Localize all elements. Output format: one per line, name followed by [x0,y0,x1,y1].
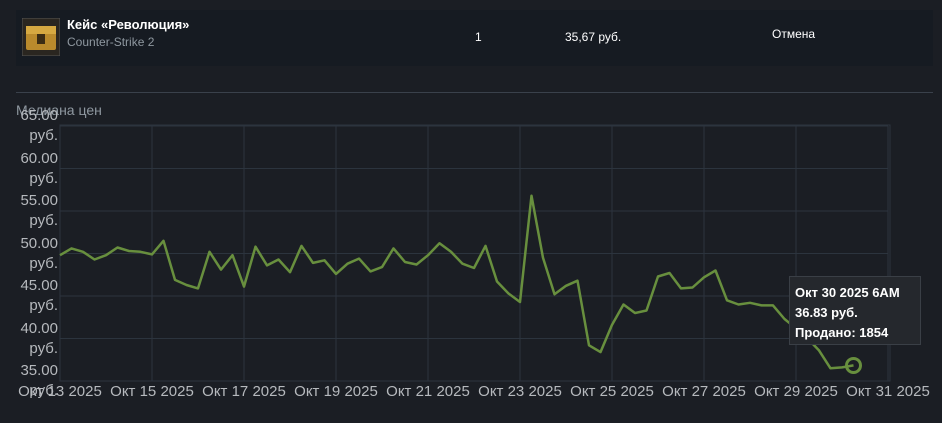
y-tick-label: 65.00 руб. [20,107,58,144]
x-tick-label: Окт 19 2025 [294,383,378,400]
y-tick-label: 35.00 руб. [20,362,58,399]
quantity: 1 [475,30,482,44]
y-tick-label: 45.00 руб. [20,277,58,314]
y-axis-label: Медиана цен [16,102,102,118]
x-tick-label: Окт 23 2025 [478,383,562,400]
x-tick-label: Окт 27 2025 [662,383,746,400]
x-tick-label: Окт 29 2025 [754,383,838,400]
x-tick-label: Окт 13 2025 [18,383,102,400]
x-tick-label: Окт 15 2025 [110,383,194,400]
hover-point [845,356,862,374]
cancel-button[interactable]: Отмена [772,27,816,41]
listing-row: Кейс «Революция» Counter-Strike 2 1 35,6… [16,10,933,66]
tooltip-sold: Продано: 1854 [795,325,889,340]
price: 35,67 руб. [565,30,622,44]
y-tick-label: 60.00 руб. [20,149,58,187]
item-name[interactable]: Кейс «Революция» [67,17,190,32]
x-tick-label: Окт 25 2025 [570,383,654,400]
x-tick-label: Окт 17 2025 [202,383,286,400]
separator [16,92,933,93]
tooltip-price: 36.83 руб. [795,305,858,320]
item-game: Counter-Strike 2 [67,35,155,49]
y-tick-label: 55.00 руб. [20,192,58,229]
tooltip: Окт 30 2025 6AM 36.83 руб. Продано: 1854 [789,276,921,345]
x-tick-label: Окт 21 2025 [386,383,470,400]
tooltip-date: Окт 30 2025 6AM [795,285,900,300]
y-tick-label: 40.00 руб. [20,319,58,357]
price-line [59,194,854,370]
y-tick-label: 50.00 руб. [20,234,58,272]
item-icon [22,18,60,56]
x-tick-label: Окт 31 2025 [846,383,930,400]
